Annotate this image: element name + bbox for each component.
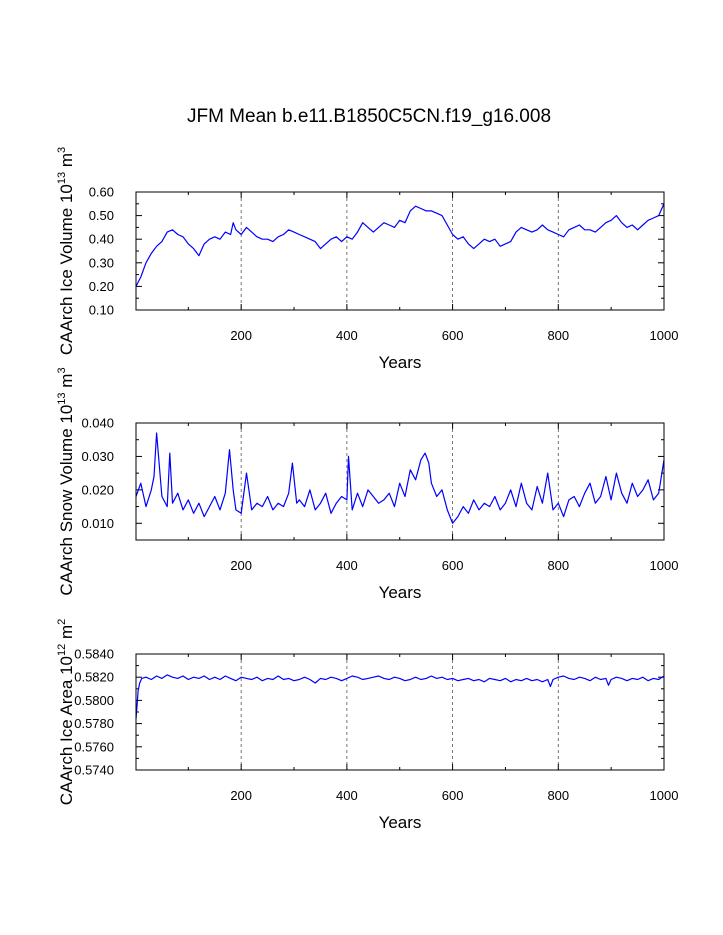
x-tick-label: 1000 xyxy=(650,788,679,803)
y-axis-title: CAArch Ice Area 1012 m2 xyxy=(56,619,76,806)
y-tick-label: 0.10 xyxy=(89,303,114,318)
y-tick-label: 0.5760 xyxy=(74,739,114,754)
y-tick-label: 0.40 xyxy=(89,232,114,247)
chart-panel-snow-volume: 200 400 600 800 1000 0.010 0.020 0.030 0.040 Year… xyxy=(56,367,678,602)
series-line-ice-area xyxy=(135,674,665,720)
y-tick-label: 0.5800 xyxy=(74,693,114,708)
x-tick-label: 800 xyxy=(547,328,569,343)
y-tick-label: 0.50 xyxy=(89,208,114,223)
x-tick-label: 400 xyxy=(336,558,358,573)
x-tick-label: 800 xyxy=(547,788,569,803)
chart-panel-ice-area: 200 400 600 800 1000 0.5740 0.5760 0.5780 0.5800… xyxy=(56,619,678,832)
y-tick-label: 0.20 xyxy=(89,279,114,294)
plot-frame xyxy=(135,422,665,541)
y-tick-label: 0.020 xyxy=(81,482,114,497)
y-tick-label: 0.030 xyxy=(81,449,114,464)
y-tick-label: 0.5780 xyxy=(74,716,114,731)
series-line-snow-volume xyxy=(135,432,665,524)
y-tick-label: 0.5740 xyxy=(74,763,114,778)
x-tick-label: 1000 xyxy=(650,558,679,573)
y-tick-label: 0.5820 xyxy=(74,670,114,685)
x-tick-label: 200 xyxy=(230,328,252,343)
plot-frame xyxy=(135,191,665,311)
x-tick-label: 600 xyxy=(442,328,464,343)
y-tick-label: 0.010 xyxy=(81,516,114,531)
x-tick-label: 200 xyxy=(230,788,252,803)
chart-panel-ice-volume: 200 400 600 800 1000 0.10 0.20 0.30 0.40 0.50 0.60… xyxy=(56,147,678,372)
chart-panels: 200 400 600 800 1000 0.10 0.20 0.30 0.40 0.50 0.60… xyxy=(56,147,678,832)
y-axis-title: CAArch Ice Volume 1013 m3 xyxy=(56,147,76,355)
y-tick-label: 0.60 xyxy=(89,185,114,200)
x-axis-title: Years xyxy=(379,583,422,602)
figure-title: JFM Mean b.e11.B1850C5CN.f19_g16.008 xyxy=(187,106,551,127)
y-axis-title: CAArch Snow Volume 1013 m3 xyxy=(56,367,76,595)
x-tick-label: 400 xyxy=(336,328,358,343)
x-tick-label: 800 xyxy=(547,558,569,573)
y-tick-label: 0.5840 xyxy=(74,647,114,662)
x-tick-label: 600 xyxy=(442,788,464,803)
x-axis-title: Years xyxy=(379,353,422,372)
x-tick-label: 1000 xyxy=(650,328,679,343)
x-tick-label: 400 xyxy=(336,788,358,803)
y-tick-label: 0.040 xyxy=(81,416,114,431)
series-line-ice-volume xyxy=(135,203,665,287)
x-axis-title: Years xyxy=(379,813,422,832)
x-tick-label: 600 xyxy=(442,558,464,573)
plot-frame xyxy=(135,653,665,771)
y-tick-label: 0.30 xyxy=(89,255,114,270)
x-tick-label: 200 xyxy=(230,558,252,573)
